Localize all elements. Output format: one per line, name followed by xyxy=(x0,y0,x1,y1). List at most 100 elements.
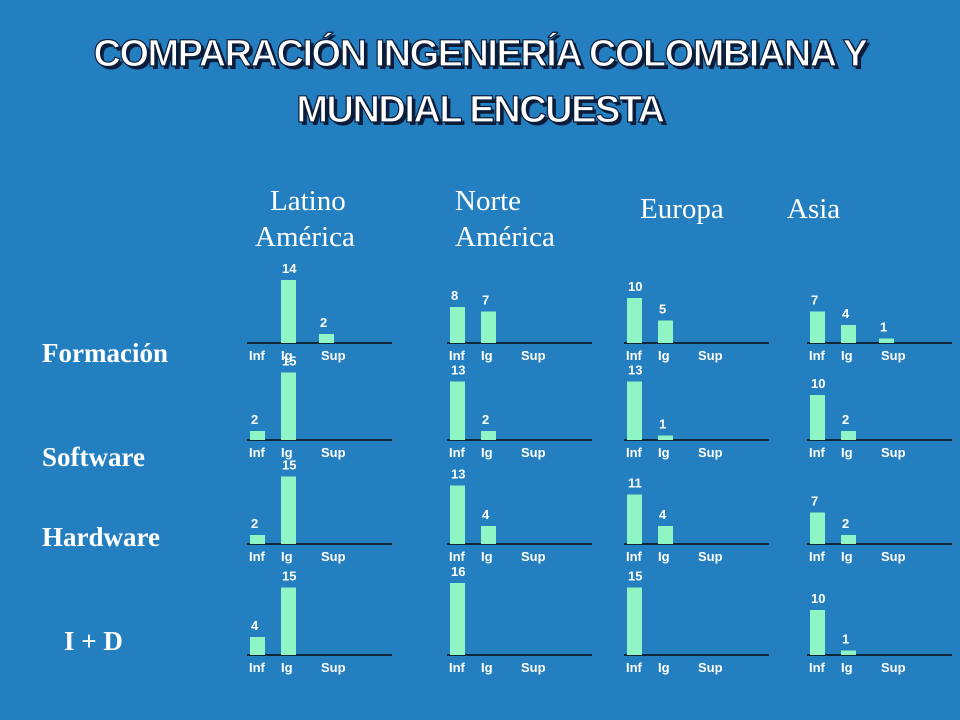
category-label-ig: Ig xyxy=(281,348,293,363)
data-label-inf: 2 xyxy=(251,412,258,427)
bar-ig xyxy=(281,476,296,544)
category-label-inf: Inf xyxy=(249,549,266,564)
data-label-ig: 1 xyxy=(842,632,849,647)
bar-inf xyxy=(627,298,642,343)
category-label-ig: Ig xyxy=(481,549,493,564)
category-label-sup: Sup xyxy=(698,660,723,675)
category-label-sup: Sup xyxy=(698,549,723,564)
category-label-sup: Sup xyxy=(521,348,546,363)
data-label-ig: 4 xyxy=(659,507,667,522)
category-label-sup: Sup xyxy=(881,549,906,564)
bar-inf xyxy=(627,494,642,544)
row-header-software: Software xyxy=(42,442,145,472)
bar-ig xyxy=(841,535,856,544)
category-label-inf: Inf xyxy=(249,445,266,460)
column-header-asia: Asia xyxy=(787,193,841,225)
category-label-ig: Ig xyxy=(281,660,293,675)
category-label-inf: Inf xyxy=(449,549,466,564)
panel-i-d-asia: 10 Inf 1 Ig Sup xyxy=(807,591,952,675)
data-label-inf: 11 xyxy=(628,476,642,491)
data-label-ig: 15 xyxy=(282,569,296,584)
data-label-inf: 10 xyxy=(628,279,642,294)
bar-inf xyxy=(250,431,265,440)
panel-software-asia: 10 Inf 2 Ig Sup xyxy=(807,376,952,460)
data-label-ig: 4 xyxy=(842,306,850,321)
category-label-sup: Sup xyxy=(881,445,906,460)
bar-ig xyxy=(841,325,856,343)
category-label-ig: Ig xyxy=(281,445,293,460)
category-label-ig: Ig xyxy=(841,660,853,675)
panel-formacion-europa: 10 Inf 5 Ig Sup xyxy=(624,279,769,363)
panel-formacion-asia: 7 Inf 4 Ig 1 Sup xyxy=(807,293,952,363)
data-label-inf: 13 xyxy=(451,467,465,482)
category-label-sup: Sup xyxy=(321,660,346,675)
data-label-ig: 4 xyxy=(482,507,490,522)
category-label-sup: Sup xyxy=(321,549,346,564)
category-label-sup: Sup xyxy=(521,445,546,460)
column-header-norte-line-2: América xyxy=(455,221,555,253)
category-label-sup: Sup xyxy=(321,445,346,460)
category-label-ig: Ig xyxy=(841,445,853,460)
panel-software-norte-america: 13 Inf 2 Ig Sup xyxy=(447,363,592,460)
category-label-sup: Sup xyxy=(698,348,723,363)
category-label-ig: Ig xyxy=(481,445,493,460)
bar-ig xyxy=(281,372,296,440)
category-label-inf: Inf xyxy=(809,660,826,675)
data-label-sup: 2 xyxy=(320,315,327,330)
bar-sup xyxy=(319,334,334,343)
data-label-inf: 16 xyxy=(451,564,465,579)
category-label-ig: Ig xyxy=(658,660,670,675)
panel-software-europa: 13 Inf 1 Ig Sup xyxy=(624,363,769,460)
panel-i-d-europa: 15 Inf Ig Sup xyxy=(624,569,769,675)
bar-ig xyxy=(658,320,673,343)
data-label-ig: 2 xyxy=(482,412,489,427)
category-label-inf: Inf xyxy=(809,348,826,363)
category-label-ig: Ig xyxy=(658,549,670,564)
category-label-inf: Inf xyxy=(626,348,643,363)
bar-sup xyxy=(879,338,894,343)
category-label-sup: Sup xyxy=(521,549,546,564)
page-title-line-1: COMPARACIÓN INGENIERÍA COLOMBIANA Y xyxy=(93,32,869,75)
data-label-ig: 2 xyxy=(842,412,849,427)
category-label-sup: Sup xyxy=(881,348,906,363)
category-label-inf: Inf xyxy=(626,660,643,675)
row-header-id: I + D xyxy=(64,626,123,656)
category-label-inf: Inf xyxy=(449,660,466,675)
panel-formacion-latino-america: Inf 14 Ig 2 Sup xyxy=(247,261,392,363)
panel-formacion-norte-america: 8 Inf 7 Ig Sup xyxy=(447,288,592,363)
data-label-inf: 10 xyxy=(811,591,825,606)
bar-inf xyxy=(627,587,642,655)
panel-i-d-norte-america: 16 Inf Ig Sup xyxy=(447,564,592,675)
data-label-ig: 2 xyxy=(842,516,849,531)
bar-ig xyxy=(281,280,296,343)
bar-inf xyxy=(450,583,465,655)
category-label-sup: Sup xyxy=(881,660,906,675)
panel-hardware-asia: 7 Inf 2 Ig Sup xyxy=(807,494,952,564)
bar-inf xyxy=(810,311,825,343)
data-label-ig: 5 xyxy=(659,302,666,317)
category-label-ig: Ig xyxy=(481,348,493,363)
bar-inf xyxy=(450,381,465,440)
data-label-inf: 7 xyxy=(811,494,818,509)
data-label-inf: 10 xyxy=(811,376,825,391)
bar-ig xyxy=(481,431,496,440)
bar-inf xyxy=(450,307,465,343)
data-label-sup: 1 xyxy=(880,320,887,335)
category-label-inf: Inf xyxy=(626,445,643,460)
page-title-line-2: MUNDIAL ENCUESTA xyxy=(296,88,666,131)
column-header-europa: Europa xyxy=(640,193,724,225)
panel-software-latino-america: 2 Inf 15 Ig Sup xyxy=(247,354,392,460)
category-label-sup: Sup xyxy=(321,348,346,363)
data-label-ig: 7 xyxy=(482,293,489,308)
column-header-latino-line-1: Latino xyxy=(270,185,346,217)
bar-ig xyxy=(658,435,673,440)
category-label-sup: Sup xyxy=(521,660,546,675)
data-label-inf: 13 xyxy=(628,363,642,378)
bar-inf xyxy=(250,637,265,655)
category-label-inf: Inf xyxy=(809,549,826,564)
bar-inf xyxy=(627,381,642,440)
bar-ig xyxy=(658,526,673,544)
panel-hardware-norte-america: 13 Inf 4 Ig Sup xyxy=(447,467,592,564)
column-header-norte-line-1: Norte xyxy=(455,185,522,217)
